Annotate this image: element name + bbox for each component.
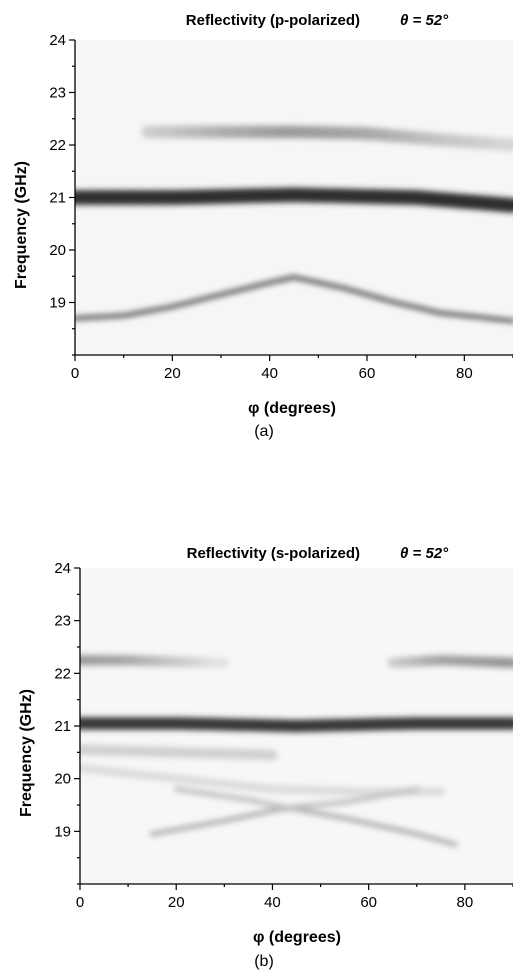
panel-b-y-tick-label: 20 bbox=[54, 771, 71, 788]
panel-b-y-tick-label: 24 bbox=[54, 560, 71, 577]
panel-b-x-axis-title: φ (degrees) bbox=[253, 929, 341, 946]
panel-a: Reflectivity (p-polarized) θ = 52° 0 20 40… bbox=[13, 12, 513, 440]
panel-b-y-axis-title: Frequency (GHz) bbox=[18, 689, 35, 817]
panel-b: Reflectivity (s-polarized) θ = 52° 0 20 40… bbox=[18, 545, 513, 970]
panel-b-y-tick-label: 19 bbox=[54, 823, 71, 840]
panel-b-y-tick-label: 22 bbox=[54, 665, 71, 682]
panel-a-band-3-segment bbox=[498, 316, 513, 324]
panel-a-band-0-segment bbox=[489, 196, 513, 213]
panel-b-title: Reflectivity (s-polarized) bbox=[187, 545, 360, 562]
panel-a-y-tick-label: 23 bbox=[49, 85, 66, 102]
panel-a-band-1-segment bbox=[491, 137, 513, 152]
panel-b-x-tick-label: 80 bbox=[457, 894, 474, 911]
panel-a-y-tick-label: 22 bbox=[49, 137, 66, 154]
panel-a-title-param: θ = 52° bbox=[400, 12, 449, 29]
panel-a-y-tick-label: 19 bbox=[49, 295, 66, 312]
panel-b-label: (b) bbox=[254, 953, 274, 970]
panel-a-y-tick-label: 24 bbox=[49, 32, 66, 49]
panel-a-x-tick-label: 60 bbox=[359, 365, 376, 382]
panel-a-title: Reflectivity (p-polarized) bbox=[186, 12, 360, 29]
panel-a-y-axis-title: Frequency (GHz) bbox=[13, 161, 30, 289]
panel-b-x-tick-label: 20 bbox=[168, 894, 185, 911]
panel-a-x-tick-label: 40 bbox=[261, 365, 278, 382]
panel-a-x-tick-label: 20 bbox=[164, 365, 181, 382]
panel-b-y-tick-label: 21 bbox=[54, 718, 71, 735]
panel-a-axes: 0 20 40 60 80 19 20 21 22 23 24 bbox=[49, 32, 513, 382]
panel-a-x-tick-label: 0 bbox=[71, 365, 79, 382]
panel-a-y-tick-label: 21 bbox=[49, 190, 66, 207]
panel-a-plot-area bbox=[75, 40, 513, 355]
panel-a-y-tick-label: 20 bbox=[49, 242, 66, 259]
panel-b-band-5-segment bbox=[444, 839, 458, 848]
panel-b-plot-area bbox=[80, 568, 513, 884]
panel-b-title-param: θ = 52° bbox=[400, 545, 449, 562]
panel-b-band-6-segment bbox=[402, 786, 420, 795]
panel-a-x-axis-title: φ (degrees) bbox=[248, 400, 336, 417]
panel-b-x-tick-label: 60 bbox=[360, 894, 377, 911]
panel-a-x-tick-label: 80 bbox=[456, 365, 473, 382]
panel-b-x-tick-label: 0 bbox=[76, 894, 84, 911]
panel-b-y-tick-label: 23 bbox=[54, 613, 71, 630]
panel-b-bands bbox=[80, 654, 513, 848]
panel-a-label: (a) bbox=[254, 423, 274, 440]
panel-b-x-tick-label: 40 bbox=[264, 894, 281, 911]
panel-a-bands bbox=[75, 125, 513, 324]
panel-b-axes: 0 20 40 60 80 19 20 21 22 23 24 bbox=[54, 560, 513, 911]
